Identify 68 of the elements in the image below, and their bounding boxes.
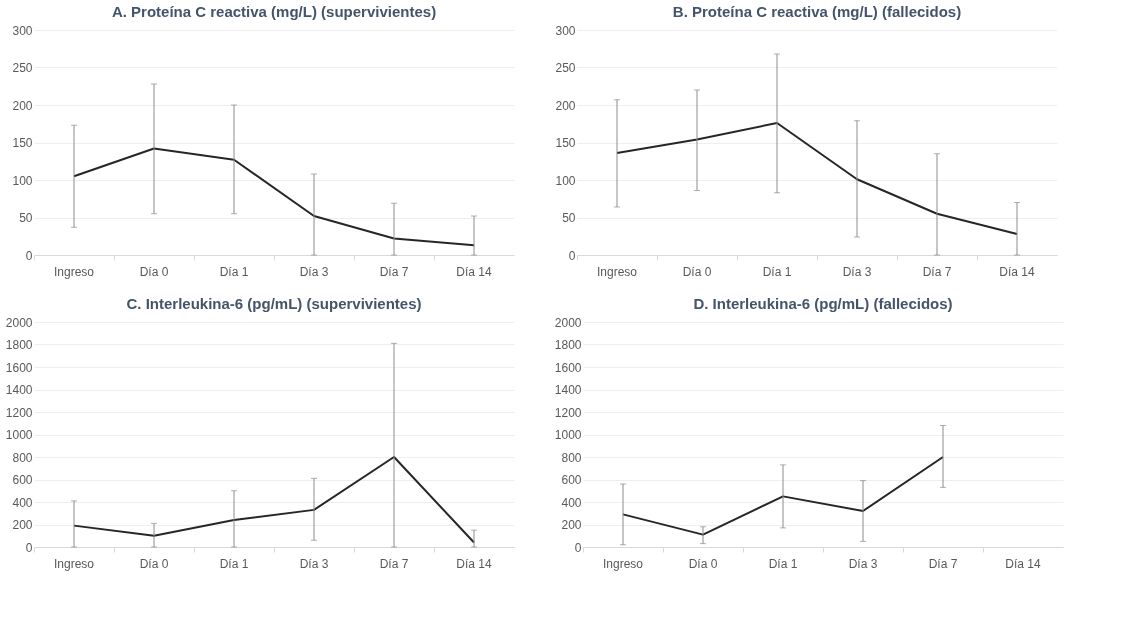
y-tick-label: 800 [561, 450, 582, 465]
x-tick-label: Día 0 [688, 556, 718, 571]
y-tick-label: 1800 [5, 338, 33, 352]
y-tick-label: 0 [568, 248, 576, 263]
y-tick-label: 200 [561, 518, 582, 532]
x-tick-label: Día 14 [456, 264, 492, 279]
y-tick-label: 150 [12, 136, 33, 150]
y-tick-label: 1600 [554, 360, 582, 375]
x-tick-label: Día 7 [379, 264, 409, 279]
x-tick-label: Día 1 [762, 264, 792, 279]
chart-title: C. Interleukina-6 (pg/mL) (supervivientes) [126, 295, 422, 312]
y-tick-label: 2000 [5, 315, 33, 330]
x-tick-label: Día 1 [768, 556, 798, 571]
y-tick-label: 800 [12, 450, 33, 465]
y-tick-label: 0 [25, 540, 33, 555]
y-tick-label: 50 [562, 211, 576, 225]
y-tick-label: 600 [561, 473, 582, 487]
y-tick-label: 200 [12, 518, 33, 532]
y-tick-label: 600 [12, 473, 33, 487]
line-series [622, 456, 944, 536]
y-tick-label: 50 [19, 211, 33, 225]
x-tick-label: Día 3 [299, 264, 329, 279]
x-tick-label: Ingreso [602, 556, 644, 571]
y-tick-label: 400 [12, 495, 33, 510]
line-series [73, 456, 475, 544]
chart-title: B. Proteína C reactiva (mg/L) (fallecidos) [672, 3, 962, 20]
x-tick-label: Día 7 [379, 556, 409, 571]
x-tick-label: Día 14 [1005, 556, 1041, 571]
line-series [616, 122, 1018, 235]
x-tick-label: Día 1 [219, 264, 249, 279]
y-tick-label: 1000 [554, 428, 582, 442]
chart-title: D. Interleukina-6 (pg/mL) (fallecidos) [693, 295, 953, 312]
y-tick-label: 400 [561, 495, 582, 510]
y-tick-label: 250 [555, 61, 576, 75]
x-tick-label: Día 3 [842, 264, 872, 279]
y-tick-label: 1400 [554, 383, 582, 397]
y-tick-label: 1200 [5, 405, 33, 420]
x-tick-label: Día 14 [999, 264, 1035, 279]
y-tick-label: 250 [12, 61, 33, 75]
y-tick-label: 150 [555, 136, 576, 150]
x-tick-label: Día 0 [139, 556, 169, 571]
y-tick-label: 2000 [554, 315, 582, 330]
x-tick-label: Ingreso [53, 556, 95, 571]
y-tick-label: 100 [12, 173, 33, 188]
y-tick-label: 200 [555, 98, 576, 113]
y-tick-label: 1200 [554, 405, 582, 420]
y-tick-label: 0 [25, 248, 33, 263]
y-tick-label: 1400 [5, 383, 33, 397]
x-tick-label: Día 3 [848, 556, 878, 571]
x-tick-label: Ingreso [596, 264, 638, 279]
chart-title: A. Proteína C reactiva (mg/L) (supervivientes) [111, 3, 437, 20]
y-tick-label: 200 [12, 98, 33, 113]
x-tick-label: Día 1 [219, 556, 249, 571]
y-tick-label: 1800 [554, 338, 582, 352]
y-tick-label: 300 [12, 23, 33, 38]
x-tick-label: Día 0 [682, 264, 712, 279]
x-tick-label: Día 14 [456, 556, 492, 571]
y-tick-label: 300 [555, 23, 576, 38]
y-tick-label: 0 [574, 540, 582, 555]
x-tick-label: Día 0 [139, 264, 169, 279]
x-tick-label: Día 7 [928, 556, 958, 571]
x-tick-label: Día 3 [299, 556, 329, 571]
x-tick-label: Ingreso [53, 264, 95, 279]
x-tick-label: Día 7 [922, 264, 952, 279]
y-tick-label: 1600 [5, 360, 33, 375]
y-tick-label: 1000 [5, 428, 33, 442]
line-series [73, 147, 475, 247]
y-tick-label: 100 [555, 173, 576, 188]
